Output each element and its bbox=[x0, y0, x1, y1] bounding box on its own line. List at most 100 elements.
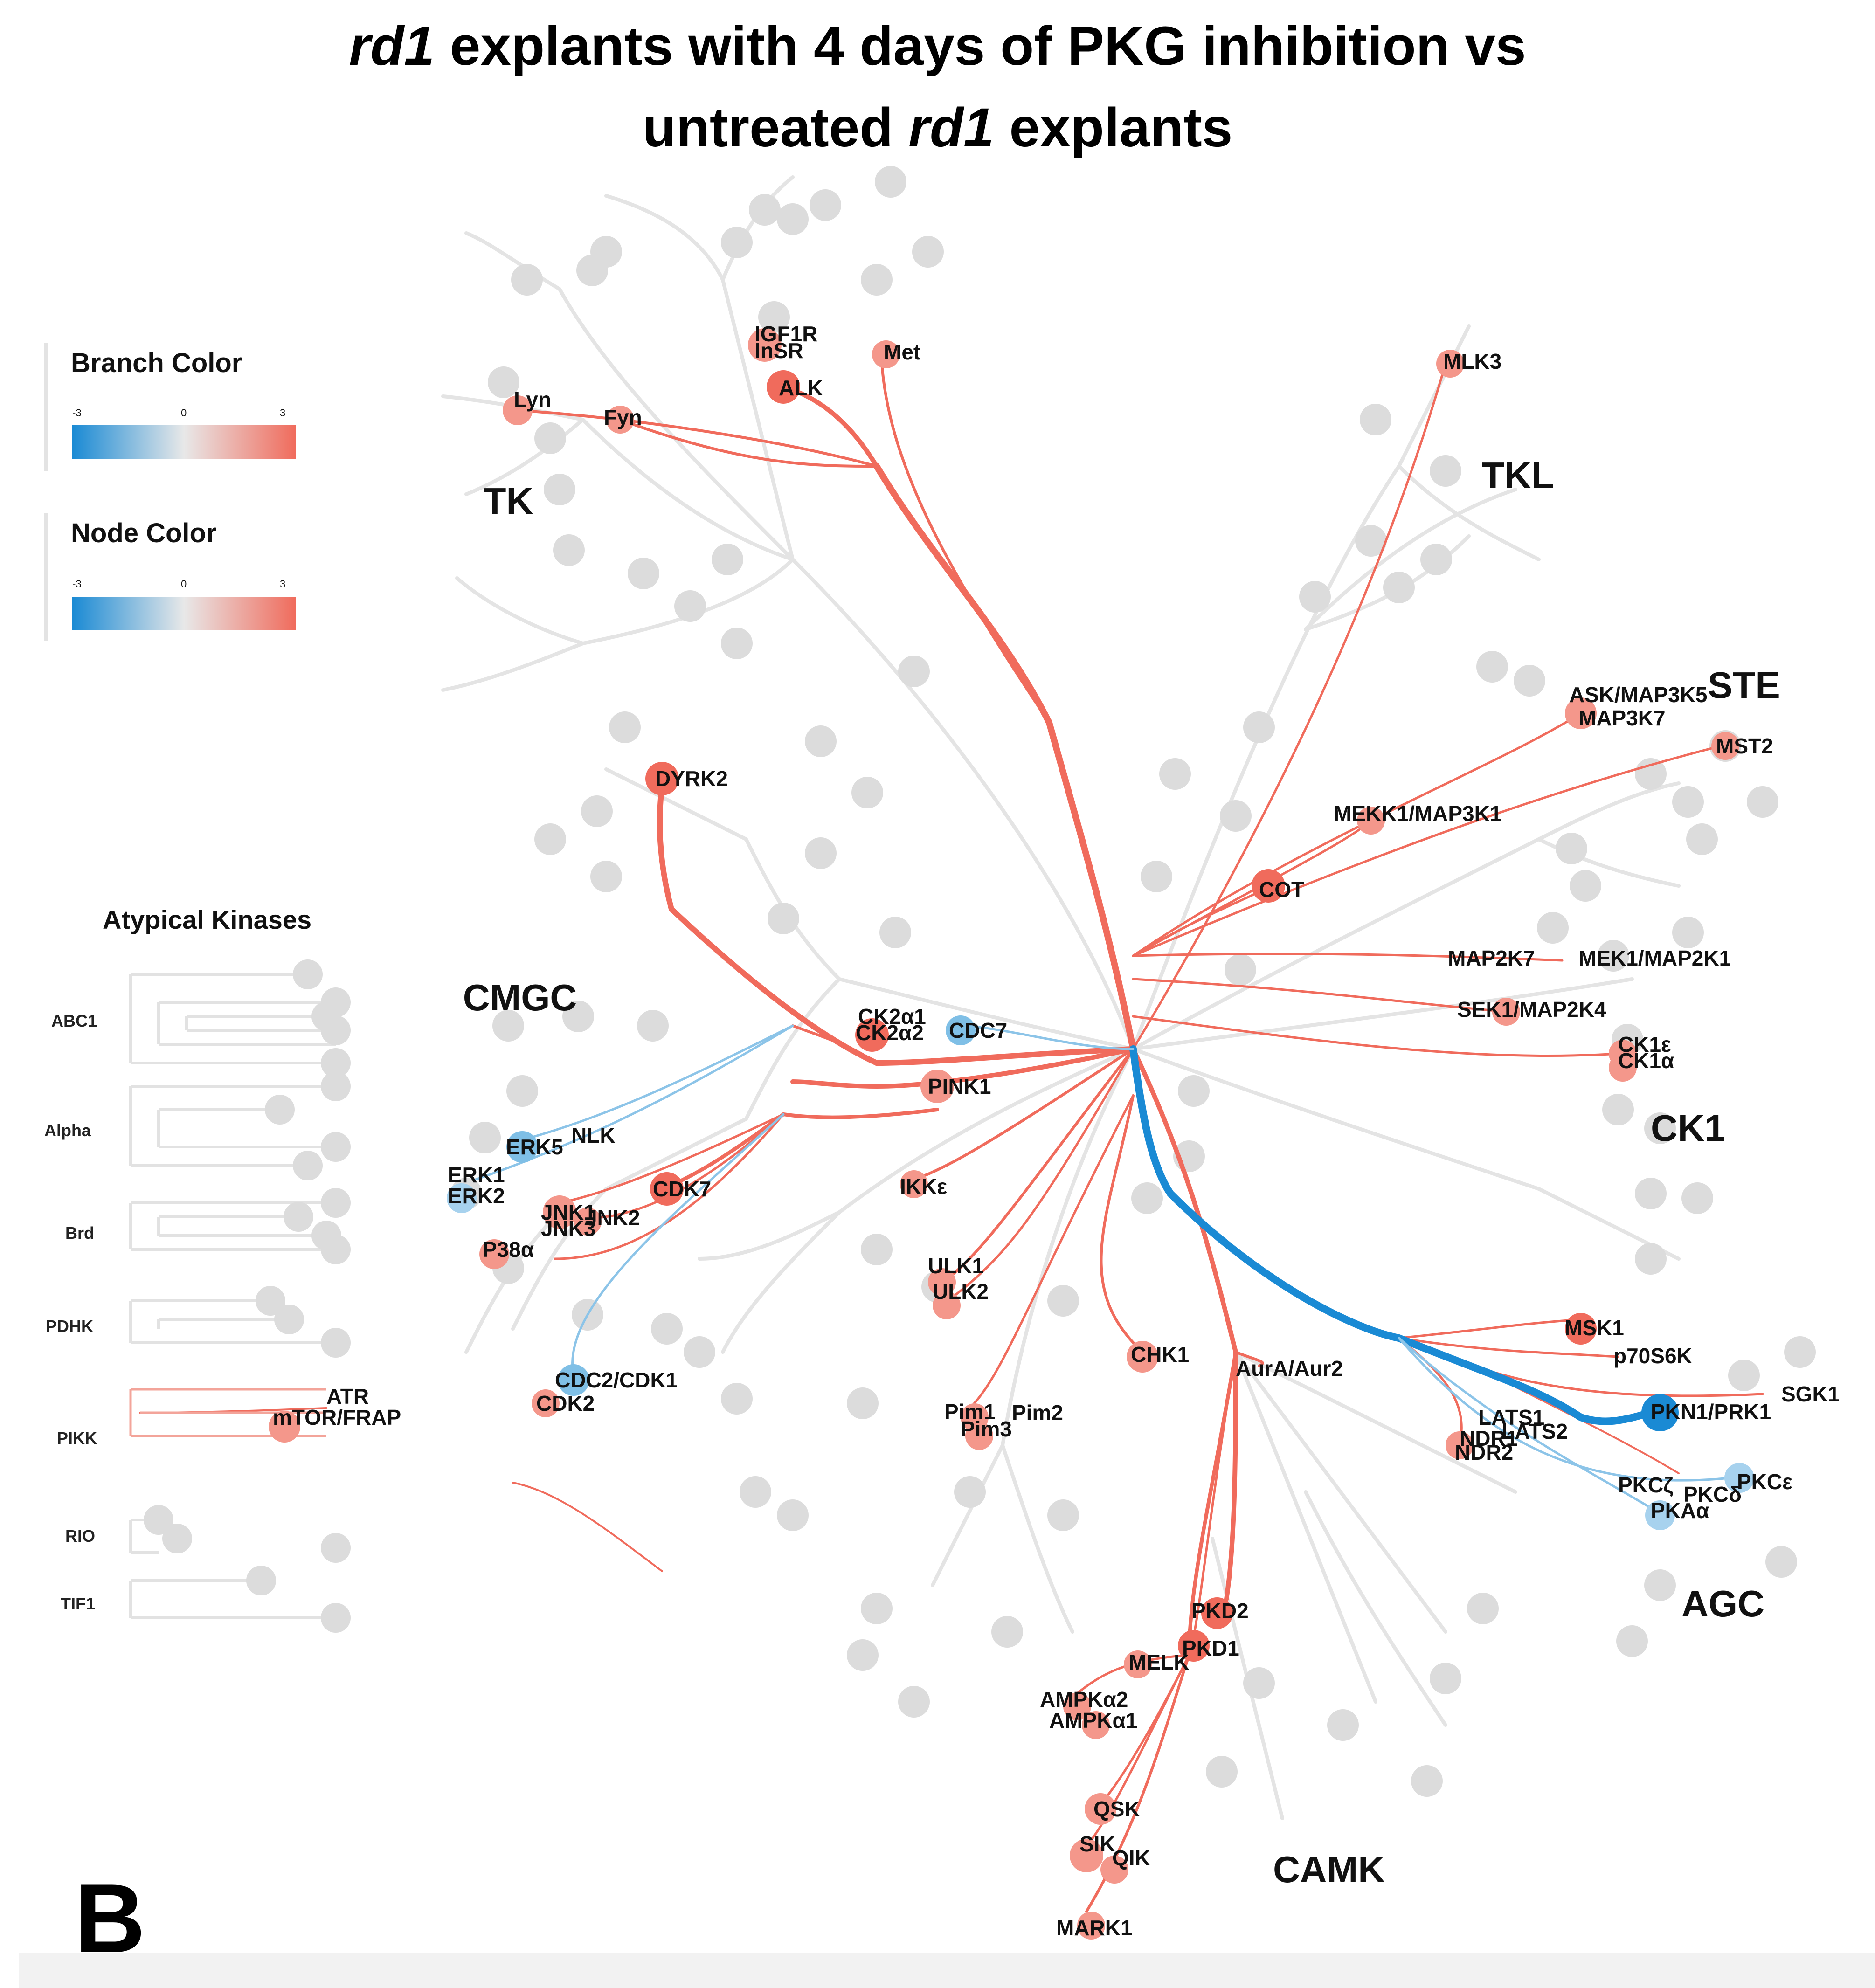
kinase-ck2a2: CK2α2 bbox=[856, 1021, 924, 1045]
kinase-lats2: LATS2 bbox=[1501, 1419, 1568, 1443]
kinase-mlk3: MLK3 bbox=[1443, 349, 1502, 373]
kinase-pkcd: PKCδ bbox=[1683, 1482, 1742, 1506]
family-ste: STE bbox=[1708, 664, 1780, 706]
kinase-lyn: Lyn bbox=[514, 387, 552, 412]
kinase-nlk: NLK bbox=[571, 1123, 616, 1147]
kinase-ulk2: ULK2 bbox=[933, 1279, 989, 1304]
negative-branches bbox=[474, 1024, 1731, 1512]
kinase-mark1: MARK1 bbox=[1056, 1916, 1133, 1940]
kinase-pkd2: PKD2 bbox=[1191, 1599, 1249, 1623]
kinase-lats1: LATS1 bbox=[1478, 1405, 1545, 1429]
kinase-p70s6k: p70S6K bbox=[1613, 1344, 1692, 1368]
branch-color-title: Branch Color bbox=[71, 348, 242, 378]
kinase-pkcz: PKCζ bbox=[1618, 1473, 1674, 1497]
atypical-pikk: PIKK bbox=[57, 1429, 97, 1448]
kinase-cdk2: CDK2 bbox=[536, 1391, 595, 1415]
family-camk: CAMK bbox=[1273, 1849, 1385, 1890]
kinase-melk: MELK bbox=[1128, 1650, 1190, 1674]
kinase-mekk1: MEKK1/MAP3K1 bbox=[1334, 801, 1502, 826]
kinase-pkaa: PKAα bbox=[1651, 1498, 1709, 1523]
title-end-2: explants bbox=[994, 97, 1233, 159]
kinase-cdc7: CDC7 bbox=[949, 1018, 1008, 1042]
negative-nodes bbox=[447, 1015, 1754, 1530]
figure-title: rd1 explants with 4 days of PKG inhibiti… bbox=[0, 19, 1875, 74]
panel-label: B bbox=[75, 1864, 145, 1973]
kinase-ulk1: ULK1 bbox=[928, 1254, 984, 1278]
atypical-abc1: ABC1 bbox=[51, 1011, 97, 1030]
kinase-ikke: IKKε bbox=[900, 1174, 948, 1199]
kinase-p38a: P38α bbox=[483, 1237, 534, 1262]
atypical-tree bbox=[129, 973, 336, 1619]
kinase-erk2: ERK2 bbox=[448, 1184, 505, 1208]
kinase-erk1: ERK1 bbox=[448, 1163, 505, 1187]
neutral-nodes bbox=[450, 166, 1816, 1797]
node-color-title: Node Color bbox=[71, 518, 217, 548]
kinase-ck2a1: CK2α1 bbox=[858, 1004, 926, 1029]
kinase-ampka2: AMPKα2 bbox=[1040, 1687, 1128, 1712]
atypical-nodes bbox=[144, 959, 351, 1633]
kinase-pim1: Pim1 bbox=[944, 1400, 996, 1424]
kinase-pkn1: PKN1/PRK1 bbox=[1651, 1400, 1771, 1424]
kinase-chk1: CHK1 bbox=[1131, 1342, 1190, 1367]
kinase-qik: QIK bbox=[1112, 1846, 1150, 1870]
kinase-pim2: Pim2 bbox=[1012, 1401, 1063, 1425]
kinase-dyrk2: DYRK2 bbox=[655, 766, 728, 791]
branch-min: -3 bbox=[72, 407, 82, 419]
figure-title-line2: untreated rd1 explants bbox=[0, 100, 1875, 155]
kinase-ampka1: AMPKα1 bbox=[1049, 1708, 1138, 1733]
atypical-rio: RIO bbox=[65, 1526, 96, 1546]
kinase-jnk2: JNK2 bbox=[585, 1206, 640, 1230]
family-ck1: CK1 bbox=[1650, 1107, 1726, 1149]
branch-mid: 0 bbox=[181, 407, 187, 419]
family-tk: TK bbox=[483, 480, 533, 522]
positive-branches bbox=[139, 353, 1764, 1913]
kinase-cdc2: CDC2/CDK1 bbox=[555, 1368, 678, 1392]
kinase-met: Met bbox=[884, 340, 921, 364]
atypical-brd: Brd bbox=[65, 1223, 94, 1242]
kinase-ask: ASK/MAP3K5 bbox=[1569, 683, 1708, 707]
kinase-mtor: mTOR/FRAP bbox=[273, 1405, 401, 1429]
kinase-ck1e: CK1ε bbox=[1618, 1032, 1671, 1056]
kinase-sgk1: SGK1 bbox=[1781, 1382, 1840, 1406]
positive-nodes bbox=[269, 328, 1739, 1940]
family-cmgc: CMGC bbox=[463, 977, 577, 1018]
branch-max: 3 bbox=[280, 407, 286, 419]
title-rest-1: explants with 4 days of PKG inhibition v… bbox=[434, 15, 1526, 77]
kinase-mek1: MEK1/MAP2K1 bbox=[1578, 946, 1731, 970]
kinase-jnk1: JNK1 bbox=[541, 1200, 596, 1224]
kinase-map3k7: MAP3K7 bbox=[1578, 706, 1666, 730]
kinase-sik: SIK bbox=[1079, 1832, 1115, 1856]
kinase-erk5: ERK5 bbox=[506, 1135, 563, 1159]
kinase-pkce: PKCε bbox=[1737, 1470, 1792, 1494]
kinase-fyn: Fyn bbox=[604, 405, 642, 429]
atypical-tif1: TIF1 bbox=[61, 1594, 96, 1613]
title-italic-1: rd1 bbox=[349, 15, 435, 77]
kinase-ndr2: NDR2 bbox=[1455, 1440, 1514, 1464]
atypical-alpha: Alpha bbox=[44, 1121, 91, 1140]
kinase-alk: ALK bbox=[779, 376, 823, 400]
kinase-cot: COT bbox=[1259, 877, 1305, 902]
bottom-bar bbox=[19, 1953, 1875, 1988]
kinase-sek1: SEK1/MAP2K4 bbox=[1457, 997, 1606, 1022]
atypical-pdhk: PDHK bbox=[46, 1317, 94, 1336]
legend-graphics bbox=[44, 343, 296, 641]
title-start-2: untreated bbox=[642, 97, 909, 159]
pikk-tree bbox=[129, 1388, 326, 1437]
node-max: 3 bbox=[280, 578, 286, 590]
kinase-map2k7: MAP2K7 bbox=[1448, 946, 1535, 970]
kinase-ndr1: NDR1 bbox=[1460, 1426, 1518, 1450]
kinase-msk1: MSK1 bbox=[1564, 1316, 1624, 1340]
node-mid: 0 bbox=[181, 578, 187, 590]
family-tkl: TKL bbox=[1481, 455, 1554, 496]
kinase-insr: InSR bbox=[754, 338, 803, 363]
family-agc: AGC bbox=[1681, 1583, 1764, 1624]
kinase-igf1r: IGF1R bbox=[754, 322, 818, 346]
family-atypical: Atypical Kinases bbox=[103, 905, 312, 934]
node-min: -3 bbox=[72, 578, 82, 590]
kinase-aura: AurA/Aur2 bbox=[1236, 1356, 1343, 1381]
kinase-ck1a: CK1α bbox=[1618, 1049, 1674, 1073]
kinase-qsk: QSK bbox=[1093, 1797, 1140, 1821]
title-italic-2: rd1 bbox=[908, 97, 994, 159]
kinase-cdk7: CDK7 bbox=[653, 1177, 712, 1201]
